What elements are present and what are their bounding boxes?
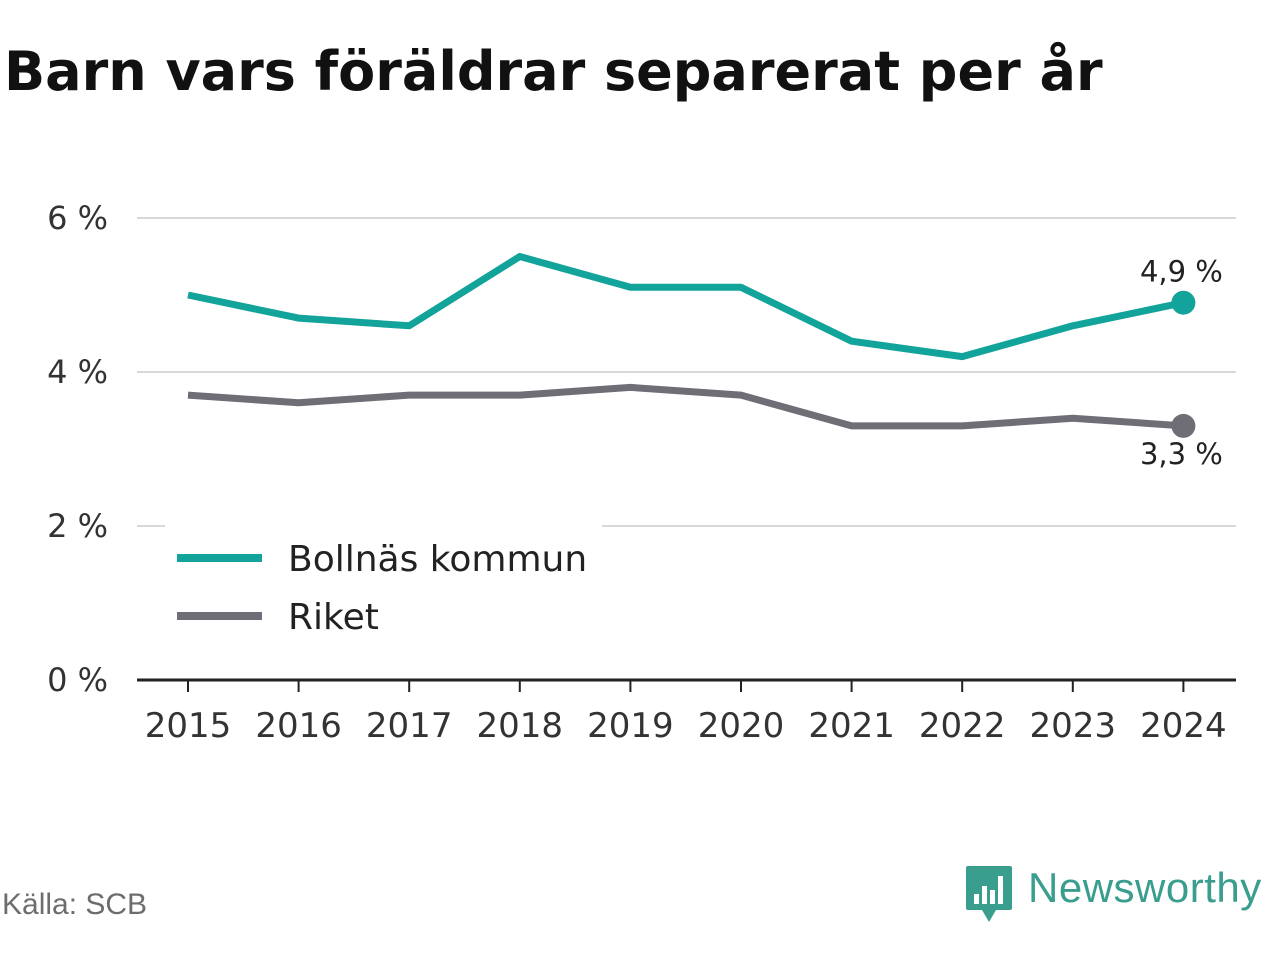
brand-logo: Newsworthy xyxy=(964,864,1262,926)
series-line-riket xyxy=(187,383,1184,430)
series-end-point xyxy=(1171,413,1196,438)
x-tick-label: 2022 xyxy=(919,706,1006,746)
series-end-point xyxy=(1171,290,1196,315)
x-tick-label: 2024 xyxy=(1140,706,1227,746)
y-tick-label: 4 % xyxy=(47,353,108,391)
series-line-bollnas xyxy=(187,253,1185,361)
data-label: 3,3 % xyxy=(1140,437,1223,471)
brand-name: Newsworthy xyxy=(1028,864,1262,911)
data-label: 4,9 % xyxy=(1140,255,1223,289)
y-tick-label: 6 % xyxy=(47,199,108,237)
x-tick-label: 2018 xyxy=(477,706,564,746)
legend-label: Bollnäs kommun xyxy=(288,539,587,580)
x-tick-label: 2015 xyxy=(145,706,232,746)
x-tick-label: 2017 xyxy=(366,706,453,746)
x-tick-label: 2021 xyxy=(808,706,895,746)
y-tick-label: 0 % xyxy=(47,661,108,699)
x-tick-label: 2016 xyxy=(255,706,342,746)
chart-title: Barn vars föräldrar separerat per år xyxy=(4,40,1103,103)
newsworthy-logo-icon xyxy=(966,866,1012,922)
x-tick-label: 2023 xyxy=(1030,706,1117,746)
x-tick-label: 2020 xyxy=(698,706,785,746)
y-tick-label: 2 % xyxy=(47,507,108,545)
x-tick-label: 2019 xyxy=(587,706,674,746)
legend-label: Riket xyxy=(288,597,379,638)
source-label: Källa: SCB xyxy=(2,888,148,921)
